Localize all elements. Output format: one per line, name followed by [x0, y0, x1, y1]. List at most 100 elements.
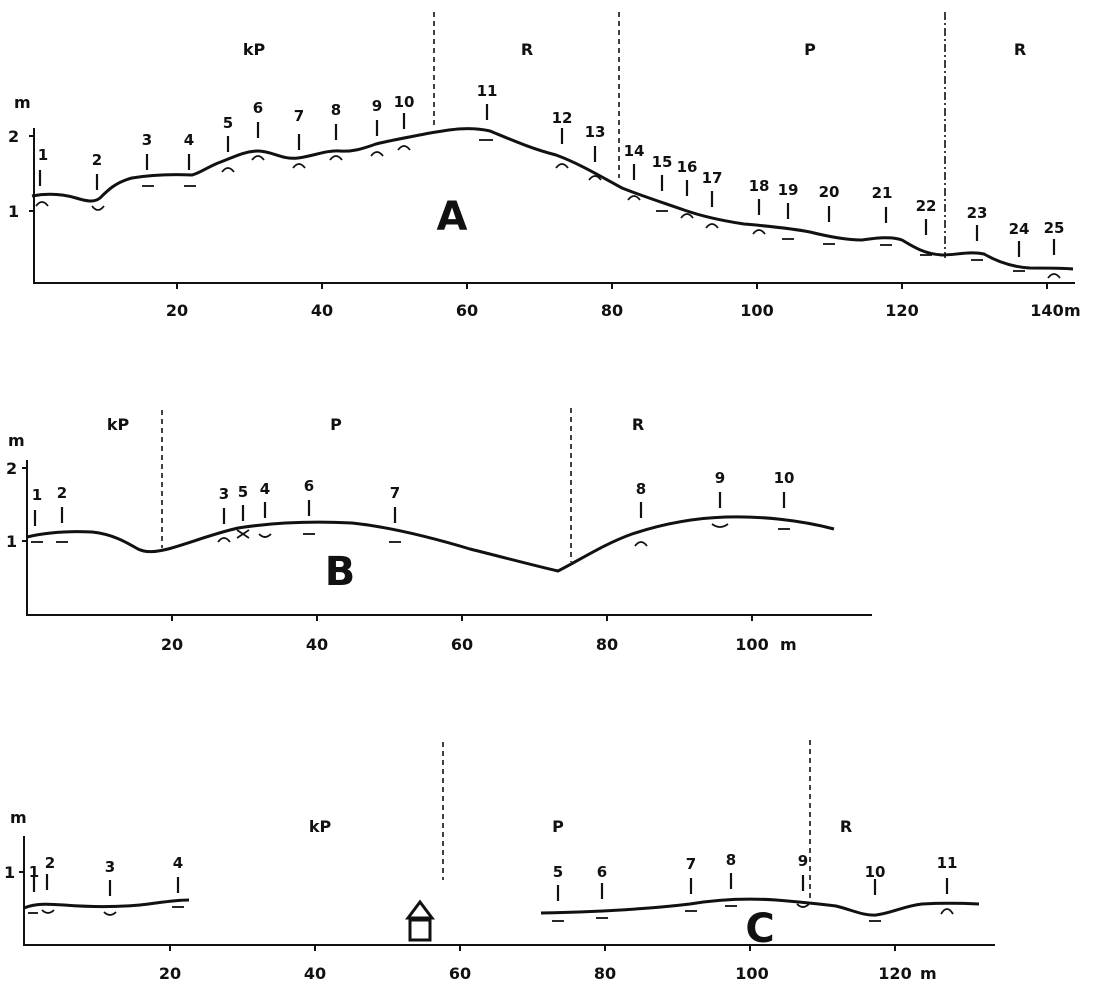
- panel-c-x-unit: m: [920, 964, 937, 983]
- x-tick-label: 60: [456, 301, 478, 320]
- zone-label: P: [552, 817, 564, 836]
- x-tick-label: 20: [159, 964, 181, 983]
- zone-label: kP: [107, 415, 130, 434]
- station-number: 24: [1009, 220, 1030, 238]
- station-number: 2: [92, 151, 102, 169]
- station-number: 9: [798, 852, 808, 870]
- panel-b-x-unit: m: [780, 635, 797, 654]
- x-tick-label: 100: [735, 964, 768, 983]
- panel-c-axes: [23, 836, 995, 946]
- x-tick-label: 120: [885, 301, 918, 320]
- station-number: 1: [38, 146, 48, 164]
- panel-b-y-tick: 1: [6, 532, 17, 551]
- station-number: 3: [105, 858, 115, 876]
- x-tick-label: 20: [166, 301, 188, 320]
- station-number: 9: [715, 469, 725, 487]
- station-number: 7: [686, 855, 696, 873]
- station-number: 5: [223, 114, 233, 132]
- panel-b-profile: [26, 515, 835, 573]
- panel-b-y-unit: m: [8, 431, 25, 450]
- panel-a-y-tick: 2: [8, 127, 19, 146]
- panel-c-stations: 1 2 3 4 5 6 7 8 9 10 11: [29, 851, 958, 901]
- station-number: 11: [477, 82, 498, 100]
- station-number: 1: [29, 863, 39, 881]
- x-tick-label: 140: [1030, 301, 1063, 320]
- panel-a: m 2 1 20 40 60 80 100 120 140 m kP R P R: [8, 12, 1081, 320]
- station-number: 4: [260, 480, 270, 498]
- station-number: 2: [57, 484, 67, 502]
- zone-label: R: [840, 817, 852, 836]
- x-tick-label: 100: [735, 635, 768, 654]
- panel-b: m 2 1 20 40 60 80 100 m kP P R 1 2 3 5 4: [6, 408, 872, 654]
- station-number: 25: [1044, 219, 1065, 237]
- panel-b-letter: B: [325, 549, 356, 595]
- station-number: 20: [819, 183, 840, 201]
- panel-a-axes: [33, 128, 1075, 284]
- station-number: 6: [304, 477, 314, 495]
- station-number: 6: [597, 863, 607, 881]
- zone-label: kP: [309, 817, 332, 836]
- panel-b-stations: 1 2 3 5 4 6 7 8 9 10: [32, 469, 795, 526]
- panel-c-y-unit: m: [10, 808, 27, 827]
- station-number: 3: [219, 485, 229, 503]
- zone-label: R: [521, 40, 533, 59]
- panel-a-x-ticks: 20 40 60 80 100 120 140 m: [166, 283, 1081, 320]
- panel-c-x-ticks: 20 40 60 80 100 120 m: [159, 945, 937, 983]
- station-number: 12: [552, 109, 573, 127]
- station-number: 3: [142, 131, 152, 149]
- x-tick-label: 120: [878, 964, 911, 983]
- x-tick-label: 60: [449, 964, 471, 983]
- x-tick-label: 40: [306, 635, 328, 654]
- panel-c-letter: C: [745, 906, 774, 952]
- x-tick-label: 100: [740, 301, 773, 320]
- station-number: 7: [294, 107, 304, 125]
- station-number: 21: [872, 184, 893, 202]
- station-number: 15: [652, 153, 673, 171]
- station-number: 19: [778, 181, 799, 199]
- panel-b-surface-symbols: [31, 523, 790, 547]
- station-number: 5: [553, 863, 563, 881]
- panel-a-surface-symbols: [35, 139, 1061, 279]
- x-tick-label: 80: [596, 635, 618, 654]
- station-number: 1: [32, 486, 42, 504]
- panel-c-surface-symbols: [28, 903, 954, 922]
- station-number: 10: [394, 93, 415, 111]
- house-icon: [405, 899, 435, 942]
- station-number: 10: [774, 469, 795, 487]
- x-tick-label: 60: [451, 635, 473, 654]
- panel-a-profile: [31, 127, 1074, 271]
- panel-a-stations: 1 2 3 4 5 6 7 8 9 10 11 12 13 14 15 16 1…: [38, 82, 1065, 257]
- station-number: 23: [967, 204, 988, 222]
- station-number: 11: [937, 854, 958, 872]
- station-number: 10: [865, 863, 886, 881]
- station-number: 4: [184, 131, 194, 149]
- station-number: 8: [726, 851, 736, 869]
- station-number: 8: [636, 480, 646, 498]
- station-number: 2: [45, 854, 55, 872]
- station-number: 14: [624, 142, 645, 160]
- x-tick-label: 80: [601, 301, 623, 320]
- x-tick-label: 40: [311, 301, 333, 320]
- zone-label: P: [804, 40, 816, 59]
- zone-label: R: [632, 415, 644, 434]
- panel-b-axes: [26, 460, 872, 616]
- panel-a-y-unit: m: [14, 93, 31, 112]
- station-number: 5: [238, 483, 248, 501]
- panel-a-x-unit: m: [1064, 301, 1081, 320]
- x-tick-label: 80: [594, 964, 616, 983]
- panel-c-y-tick: 1: [4, 863, 15, 882]
- panel-c-profile-left: [23, 898, 190, 910]
- station-number: 4: [173, 854, 183, 872]
- station-number: 8: [331, 101, 341, 119]
- station-number: 6: [253, 99, 263, 117]
- zone-label: P: [330, 415, 342, 434]
- zone-label: R: [1014, 40, 1026, 59]
- panel-c-profile-right: [540, 897, 980, 917]
- x-tick-label: 40: [304, 964, 326, 983]
- panel-a-letter: A: [437, 194, 468, 240]
- x-tick-label: 20: [161, 635, 183, 654]
- station-number: 9: [372, 97, 382, 115]
- station-number: 7: [390, 484, 400, 502]
- panel-c: m 1 20 40 60 80 100 120 m kP P R: [4, 740, 995, 983]
